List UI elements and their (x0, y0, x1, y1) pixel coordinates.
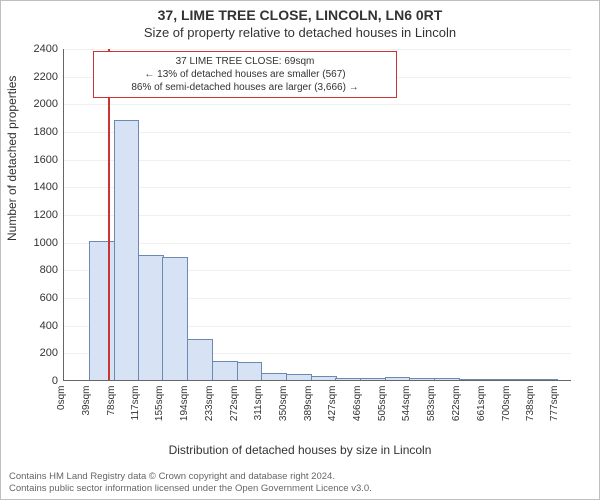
y-tick-label: 1400 (34, 181, 64, 193)
x-tick-label: 39sqm (81, 386, 92, 416)
annotation-line: 86% of semi-detached houses are larger (… (100, 81, 390, 94)
y-tick-label: 2000 (34, 98, 64, 110)
y-tick-label: 600 (40, 292, 64, 304)
x-tick-label: 777sqm (549, 386, 560, 422)
histogram-bar (261, 373, 287, 380)
x-tick-label: 389sqm (303, 386, 314, 422)
x-tick-label: 466sqm (352, 386, 363, 422)
y-tick-label: 200 (40, 347, 64, 359)
annotation-line: 37 LIME TREE CLOSE: 69sqm (100, 55, 390, 68)
x-tick-label: 583sqm (426, 386, 437, 422)
x-tick-label: 272sqm (229, 386, 240, 422)
y-tick-label: 1000 (34, 237, 64, 249)
y-tick-label: 1800 (34, 126, 64, 138)
gridline (64, 132, 571, 133)
page-subtitle: Size of property relative to detached ho… (1, 25, 599, 40)
histogram-bar (138, 255, 164, 381)
x-tick-label: 194sqm (179, 386, 190, 422)
x-tick-label: 661sqm (476, 386, 487, 422)
page-title: 37, LIME TREE CLOSE, LINCOLN, LN6 0RT (1, 7, 599, 23)
gridline (64, 104, 571, 105)
x-axis-label: Distribution of detached houses by size … (1, 443, 599, 457)
histogram-bar (237, 362, 263, 380)
histogram-bar (162, 257, 188, 380)
annotation-line: ← 13% of detached houses are smaller (56… (100, 68, 390, 81)
histogram-bar (311, 376, 337, 380)
y-axis-label: Number of detached properties (5, 76, 19, 241)
gridline (64, 187, 571, 188)
gridline (64, 215, 571, 216)
gridline (64, 49, 571, 50)
x-tick-label: 544sqm (401, 386, 412, 422)
x-tick-label: 0sqm (56, 386, 67, 410)
x-tick-label: 700sqm (501, 386, 512, 422)
histogram-bar (212, 361, 238, 380)
x-tick-label: 738sqm (525, 386, 536, 422)
property-marker-line (108, 49, 110, 380)
histogram-bar (360, 378, 386, 380)
gridline (64, 160, 571, 161)
y-tick-label: 2400 (34, 43, 64, 55)
x-tick-label: 233sqm (204, 386, 215, 422)
x-tick-label: 117sqm (130, 386, 141, 421)
histogram-bar (89, 241, 115, 380)
y-tick-label: 2200 (34, 71, 64, 83)
gridline (64, 243, 571, 244)
y-tick-label: 400 (40, 320, 64, 332)
x-tick-label: 350sqm (278, 386, 289, 422)
histogram-bar (484, 379, 510, 380)
histogram-plot: 0200400600800100012001400160018002000220… (63, 49, 571, 381)
histogram-bar (533, 379, 559, 380)
chart-container: 37, LIME TREE CLOSE, LINCOLN, LN6 0RT Si… (0, 0, 600, 500)
attribution-footer: Contains HM Land Registry data © Crown c… (9, 471, 372, 495)
x-tick-label: 505sqm (377, 386, 388, 422)
x-tick-label: 78sqm (106, 386, 117, 416)
histogram-bar (509, 379, 535, 380)
x-tick-label: 155sqm (154, 386, 165, 422)
x-tick-label: 427sqm (327, 386, 338, 422)
x-tick-label: 311sqm (253, 386, 264, 421)
y-tick-label: 800 (40, 264, 64, 276)
y-tick-label: 1600 (34, 154, 64, 166)
histogram-bar (335, 378, 361, 380)
histogram-bar (459, 379, 485, 380)
footer-line: Contains public sector information licen… (9, 483, 372, 495)
y-tick-label: 1200 (34, 209, 64, 221)
footer-line: Contains HM Land Registry data © Crown c… (9, 471, 372, 483)
histogram-bar (434, 378, 460, 380)
annotation-box: 37 LIME TREE CLOSE: 69sqm← 13% of detach… (93, 51, 397, 98)
x-tick-label: 622sqm (451, 386, 462, 422)
histogram-bar (187, 339, 213, 380)
histogram-bar (409, 378, 435, 380)
histogram-bar (286, 374, 312, 380)
histogram-bar (114, 120, 140, 380)
histogram-bar (385, 377, 411, 380)
